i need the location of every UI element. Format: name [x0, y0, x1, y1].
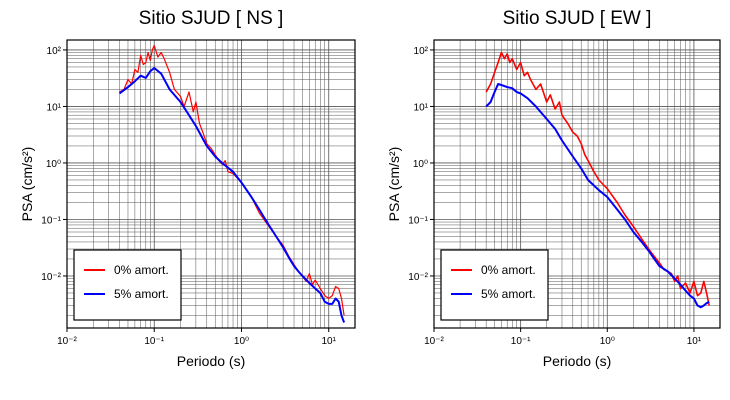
- series-line-five-damping: [118, 67, 346, 323]
- x-tick-label: 10⁻²: [57, 336, 77, 347]
- x-tick-label: 10⁻¹: [144, 336, 164, 347]
- x-tick-label: 10⁻²: [424, 336, 444, 347]
- grid: [66, 40, 356, 328]
- chart-title: Sitio SJUD [ NS ]: [139, 8, 284, 29]
- x-tick-label: 10¹: [687, 336, 702, 347]
- x-tick-label: 10¹: [322, 336, 337, 347]
- y-tick-label: 10¹: [414, 102, 429, 113]
- y-tick-label: 10⁻²: [41, 272, 61, 283]
- y-tick-label: 10²: [47, 46, 62, 57]
- chart-panel-ns: 10⁻² 10⁻¹ 10⁰ 10¹ 10⁻² 10⁻¹ 10⁰ 10¹ 10² Sitio SJU…: [19, 8, 356, 369]
- x-tick-label: 10⁰: [600, 336, 615, 347]
- legend-box: [440, 249, 549, 321]
- y-tick-label: 10⁻²: [408, 272, 428, 283]
- legend: 0% amort. 5% amort.: [73, 249, 182, 321]
- plot-frame: [433, 39, 721, 329]
- legend-label: 0% amort.: [481, 263, 536, 277]
- y-tick-label: 10¹: [47, 102, 62, 113]
- x-tick-label: 10⁻¹: [511, 336, 531, 347]
- y-axis-title: PSA (cm/s²): [19, 147, 35, 222]
- y-tick-label: 10⁻¹: [41, 215, 61, 226]
- legend-label: 5% amort.: [481, 287, 536, 301]
- y-tick-label: 10⁰: [46, 159, 61, 170]
- x-tick-label: 10⁰: [234, 336, 249, 347]
- y-tick-label: 10²: [414, 46, 429, 57]
- legend: 0% amort. 5% amort.: [440, 249, 549, 321]
- x-axis-title: Periodo (s): [543, 353, 611, 369]
- y-tick-label: 10⁰: [413, 159, 428, 170]
- chart-panel-ew: 10⁻² 10⁻¹ 10⁰ 10¹ 10⁻² 10⁻¹ 10⁰ 10¹ 10² Sitio SJU…: [386, 8, 721, 369]
- x-axis-title: Periodo (s): [177, 353, 245, 369]
- series-line-five-damping: [485, 83, 710, 309]
- legend-label: 5% amort.: [114, 287, 169, 301]
- legend-label: 0% amort.: [114, 263, 169, 277]
- chart-title: Sitio SJUD [ EW ]: [503, 8, 652, 29]
- y-axis-title: PSA (cm/s²): [386, 147, 402, 222]
- legend-box: [73, 249, 182, 321]
- y-tick-label: 10⁻¹: [408, 215, 428, 226]
- plot-frame: [66, 39, 356, 329]
